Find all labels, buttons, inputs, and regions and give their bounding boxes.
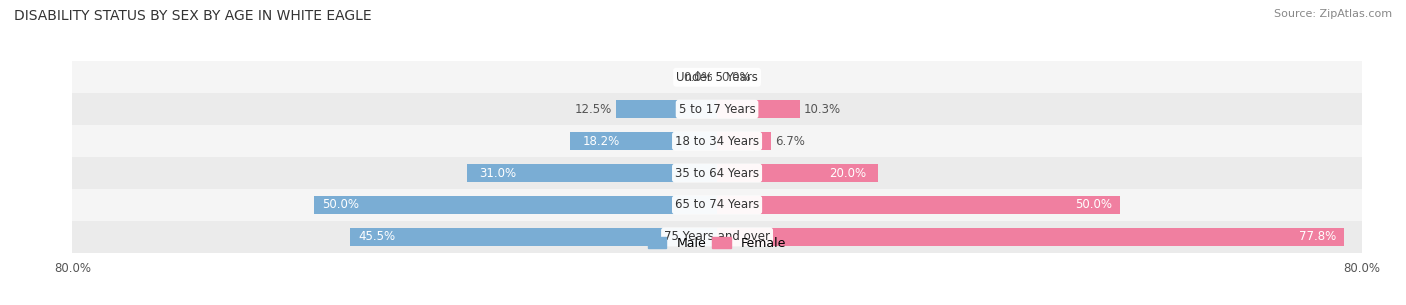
Bar <box>717 132 770 150</box>
Text: 50.0%: 50.0% <box>322 199 359 211</box>
Text: 0.0%: 0.0% <box>721 71 751 84</box>
Bar <box>72 157 1362 189</box>
Bar <box>72 189 1362 221</box>
Bar <box>717 196 1121 214</box>
Text: 65 to 74 Years: 65 to 74 Years <box>675 199 759 211</box>
Bar <box>467 164 717 182</box>
Bar <box>571 132 717 150</box>
Text: Source: ZipAtlas.com: Source: ZipAtlas.com <box>1274 9 1392 19</box>
Text: 35 to 64 Years: 35 to 64 Years <box>675 167 759 180</box>
Text: 6.7%: 6.7% <box>775 135 806 148</box>
Text: 18 to 34 Years: 18 to 34 Years <box>675 135 759 148</box>
Text: 77.8%: 77.8% <box>1299 230 1336 243</box>
Legend: Male, Female: Male, Female <box>643 232 792 255</box>
Text: 75 Years and over: 75 Years and over <box>664 230 770 243</box>
Text: 50.0%: 50.0% <box>1076 199 1112 211</box>
Bar <box>717 228 1344 246</box>
Text: 31.0%: 31.0% <box>479 167 516 180</box>
Bar <box>350 228 717 246</box>
Bar <box>616 100 717 118</box>
Bar <box>72 93 1362 125</box>
Text: 5 to 17 Years: 5 to 17 Years <box>679 103 755 116</box>
Bar <box>717 164 879 182</box>
Text: 18.2%: 18.2% <box>582 135 620 148</box>
Text: DISABILITY STATUS BY SEX BY AGE IN WHITE EAGLE: DISABILITY STATUS BY SEX BY AGE IN WHITE… <box>14 9 371 23</box>
Bar <box>72 221 1362 253</box>
Bar <box>72 125 1362 157</box>
Bar <box>717 100 800 118</box>
Text: Under 5 Years: Under 5 Years <box>676 71 758 84</box>
Text: 0.0%: 0.0% <box>683 71 713 84</box>
Text: 45.5%: 45.5% <box>359 230 395 243</box>
Bar <box>314 196 717 214</box>
Text: 10.3%: 10.3% <box>804 103 841 116</box>
Text: 12.5%: 12.5% <box>575 103 612 116</box>
Text: 20.0%: 20.0% <box>830 167 866 180</box>
Bar <box>72 61 1362 93</box>
